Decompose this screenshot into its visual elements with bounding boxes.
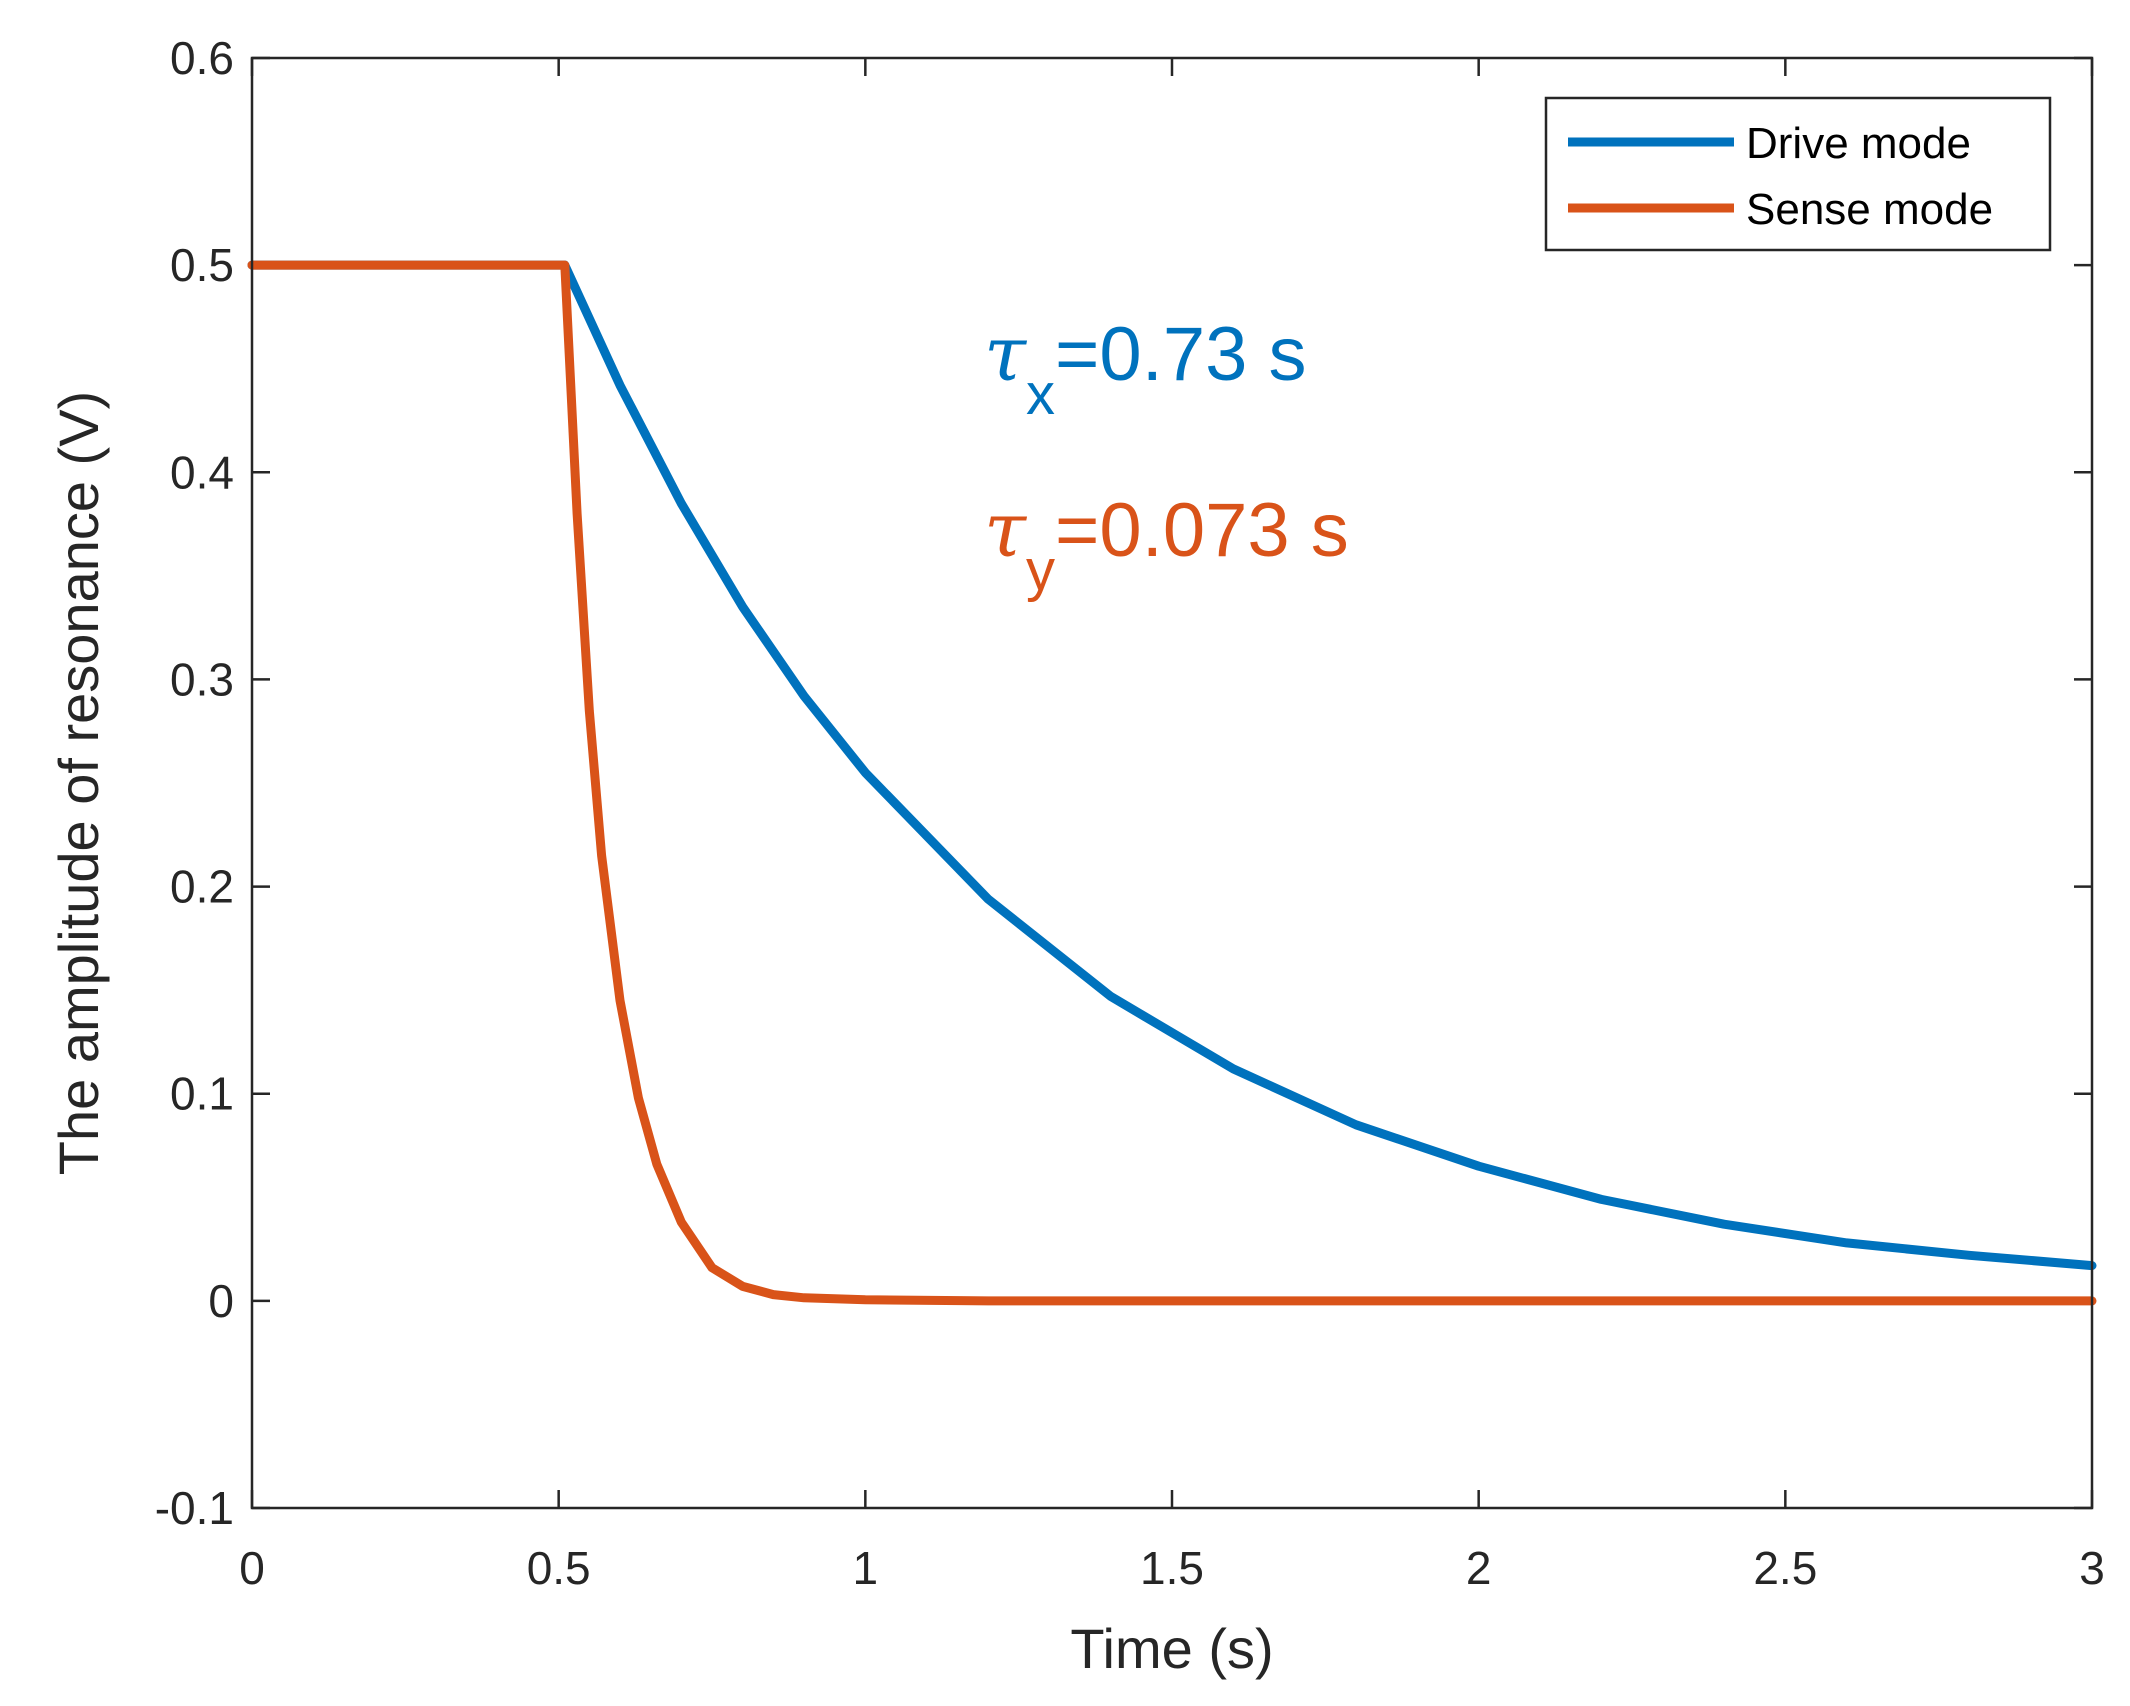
plot-area [252,58,2092,1508]
y-tick-label: 0.4 [170,446,234,498]
x-tick-label: 0 [239,1542,265,1594]
series-line-sense-mode [247,260,2097,1306]
y-tick-label: 0.2 [170,861,234,913]
legend-label-drive-mode: Drive mode [1746,119,1971,168]
plot-frame [250,56,2094,1510]
y-tick-labels: -0.1 0 0.1 0.2 0.3 0.4 0.5 0.6 [155,32,234,1534]
tau-y-annotation: τy=0.073 s [984,485,1349,603]
y-tick-label: 0.5 [170,239,234,291]
x-tick-label: 3 [2079,1542,2105,1594]
legend: Drive mode Sense mode [1544,96,2052,252]
tau-x-annotation: τx=0.73 s [984,309,1306,427]
x-tick-label: 1.5 [1140,1542,1204,1594]
x-tick-label: 0.5 [527,1542,591,1594]
y-tick-label: 0.3 [170,653,234,705]
x-axis-label: Time (s) [1070,1617,1273,1680]
x-tick-label: 2 [1466,1542,1492,1594]
x-tick-labels: 0 0.5 1 1.5 2 2.5 3 [239,1542,2105,1594]
legend-box [1544,96,2052,252]
y-axis-label: The amplitude of resonance (V) [47,391,110,1175]
legend-label-sense-mode: Sense mode [1746,185,1993,234]
x-tick-label: 2.5 [1753,1542,1817,1594]
series-lines [247,260,2097,1306]
y-tick-label: 0 [208,1275,234,1327]
y-tick-label: 0.1 [170,1068,234,1120]
y-tick-label: 0.6 [170,32,234,84]
y-tick-label: -0.1 [155,1482,234,1534]
x-tick-label: 1 [853,1542,879,1594]
